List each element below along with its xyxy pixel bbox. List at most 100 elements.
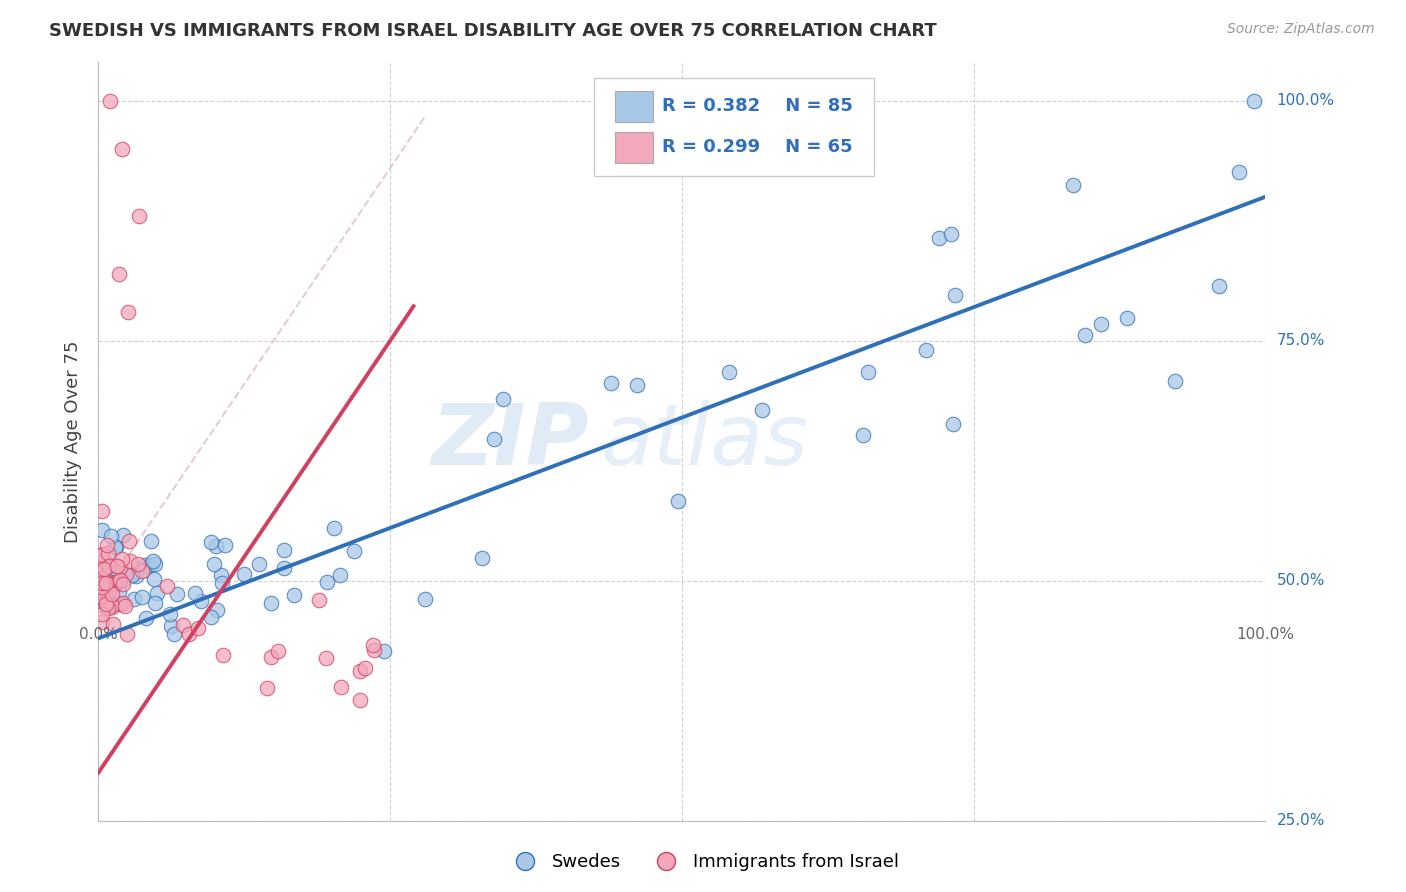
Point [361, 638, 384, 652]
Point [97, 600, 120, 615]
Point [103, 576, 125, 591]
Point [108, 573, 131, 587]
Point [209, 567, 232, 582]
Point [212, 648, 235, 662]
Point [108, 584, 131, 599]
Point [260, 596, 283, 610]
Point [90, 564, 112, 578]
Point [928, 231, 950, 245]
Point [90, 581, 112, 595]
Point [127, 557, 149, 571]
Point [256, 681, 278, 695]
Point [267, 643, 290, 657]
Point [104, 541, 127, 555]
Point [183, 586, 205, 600]
Point [214, 538, 236, 552]
Point [93, 577, 115, 591]
Point [98, 558, 121, 573]
Point [942, 417, 965, 431]
Point [131, 564, 153, 578]
Point [103, 616, 125, 631]
Point [211, 576, 233, 591]
Point [315, 574, 337, 589]
Point [190, 594, 212, 608]
Point [1062, 178, 1084, 193]
Point [329, 568, 352, 582]
Point [90, 580, 112, 594]
Point [93, 582, 115, 597]
Point [90, 615, 112, 629]
FancyBboxPatch shape [595, 78, 875, 177]
Point [172, 617, 194, 632]
Point [415, 592, 437, 607]
Point [98, 94, 121, 108]
Point [90, 594, 112, 608]
Point [856, 365, 879, 379]
Point [94, 591, 117, 606]
Point [90, 569, 112, 583]
Point [111, 552, 134, 566]
Point [120, 554, 142, 568]
Point [122, 592, 145, 607]
Point [94, 595, 117, 609]
Point [349, 664, 371, 678]
Point [111, 596, 134, 610]
Point [90, 548, 112, 562]
Point [135, 611, 157, 625]
Point [1164, 374, 1187, 388]
Point [96, 538, 118, 552]
Point [177, 627, 200, 641]
Text: 50.0%: 50.0% [1277, 574, 1324, 588]
Point [143, 572, 166, 586]
Point [160, 619, 183, 633]
Point [97, 546, 120, 560]
Point [111, 573, 134, 587]
Point [200, 609, 222, 624]
Text: ZIP: ZIP [430, 400, 589, 483]
Point [1090, 317, 1112, 331]
Point [205, 603, 228, 617]
Point [90, 504, 112, 518]
Point [93, 562, 115, 576]
Point [100, 529, 122, 543]
Point [259, 650, 281, 665]
Point [90, 571, 112, 585]
Point [90, 582, 112, 596]
Text: 100.0%: 100.0% [1236, 627, 1295, 642]
Point [118, 533, 141, 548]
Point [90, 523, 112, 537]
Point [159, 607, 181, 622]
Point [101, 587, 124, 601]
Point [163, 626, 186, 640]
Point [273, 542, 295, 557]
Point [945, 288, 967, 302]
Point [323, 521, 346, 535]
Point [94, 576, 117, 591]
Point [308, 592, 330, 607]
Point [91, 579, 114, 593]
Point [247, 557, 270, 571]
Point [105, 574, 128, 589]
Point [104, 578, 127, 592]
Point [471, 550, 494, 565]
Point [939, 227, 962, 242]
Point [90, 576, 112, 591]
Text: 75.0%: 75.0% [1277, 334, 1324, 348]
Point [111, 577, 134, 591]
Point [156, 579, 179, 593]
Point [114, 567, 136, 582]
Point [363, 643, 385, 657]
Point [166, 587, 188, 601]
Point [1208, 279, 1230, 293]
Point [146, 586, 169, 600]
Point [110, 560, 132, 574]
Point [915, 343, 938, 358]
Point [718, 365, 741, 379]
Point [139, 534, 162, 549]
Point [233, 566, 256, 581]
Point [492, 392, 515, 406]
Point [751, 403, 773, 417]
Point [115, 627, 138, 641]
Point [134, 558, 156, 572]
Point [97, 584, 120, 599]
